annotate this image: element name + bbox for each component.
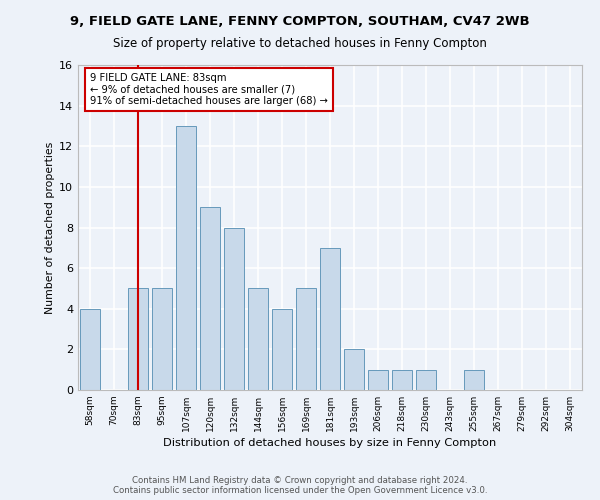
Text: 9 FIELD GATE LANE: 83sqm
← 9% of detached houses are smaller (7)
91% of semi-det: 9 FIELD GATE LANE: 83sqm ← 9% of detache… [90,73,328,106]
Bar [152,288,172,390]
Bar [176,126,196,390]
Bar [224,228,244,390]
Y-axis label: Number of detached properties: Number of detached properties [45,142,55,314]
Text: Size of property relative to detached houses in Fenny Compton: Size of property relative to detached ho… [113,38,487,51]
Bar [344,350,364,390]
Bar [416,370,436,390]
Text: Contains HM Land Registry data © Crown copyright and database right 2024.
Contai: Contains HM Land Registry data © Crown c… [113,476,487,495]
Bar [368,370,388,390]
Bar [392,370,412,390]
Bar [128,288,148,390]
Bar [80,308,100,390]
Bar [464,370,484,390]
Bar [200,207,220,390]
Bar [272,308,292,390]
Bar [296,288,316,390]
Bar [248,288,268,390]
X-axis label: Distribution of detached houses by size in Fenny Compton: Distribution of detached houses by size … [163,438,497,448]
Bar [320,248,340,390]
Text: 9, FIELD GATE LANE, FENNY COMPTON, SOUTHAM, CV47 2WB: 9, FIELD GATE LANE, FENNY COMPTON, SOUTH… [70,15,530,28]
